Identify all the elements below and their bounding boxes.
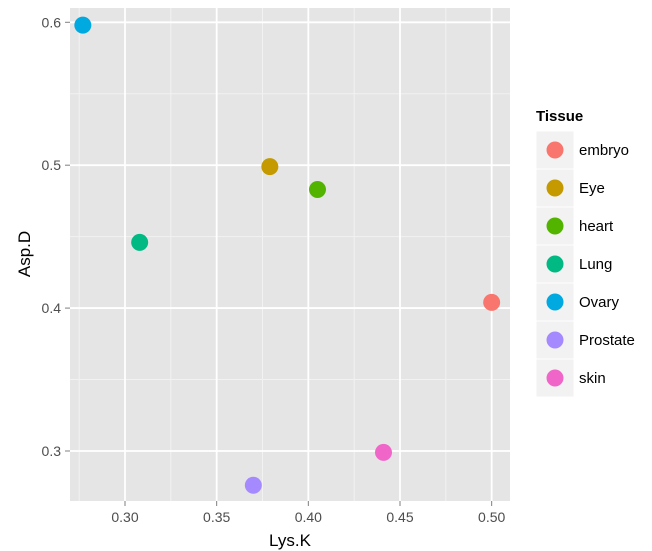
legend-item-ovary: Ovary [535,282,620,322]
y-axis-ticks: 0.3 0.4 0.5 0.6 [42,14,70,459]
legend-item-heart: heart [535,206,614,246]
x-tick-label: 0.50 [478,509,505,525]
data-point-eye [261,158,279,176]
legend-key-swatch [546,331,564,349]
x-axis-ticks: 0.30 0.35 0.40 0.45 0.50 [111,501,506,525]
y-tick-label: 0.5 [42,157,62,173]
data-points [74,16,501,494]
legend-key-swatch [546,255,564,273]
legend-key-swatch [546,293,564,311]
y-tick-label: 0.4 [42,300,62,316]
x-axis-title: Lys.K [269,531,312,550]
y-axis-title: Asp.D [15,231,34,277]
data-point-embryo [483,293,501,311]
data-point-skin [375,443,392,461]
data-point-lung [131,233,149,251]
data-point-heart [309,180,326,198]
legend-item-lung: Lung [535,244,612,284]
x-tick-label: 0.30 [111,509,138,525]
legend-label: heart [579,218,614,235]
plot-panel [70,8,510,501]
legend-label: Lung [579,256,612,273]
x-tick-label: 0.40 [295,509,322,525]
legend-label: Ovary [579,294,620,311]
data-point-prostate [244,476,262,494]
legend-key-swatch [546,141,564,159]
x-tick-label: 0.45 [386,509,413,525]
legend-item-prostate: Prostate [535,320,635,360]
legend-label: embryo [579,142,629,159]
legend-label: Eye [579,180,605,197]
legend-key-swatch [546,369,564,387]
legend-item-embryo: embryo [535,130,629,170]
x-tick-label: 0.35 [203,509,230,525]
legend-key-swatch [546,179,564,197]
y-tick-label: 0.6 [42,14,62,30]
legend-label: Prostate [579,332,635,349]
major-gridlines [70,8,510,501]
legend-item-skin: skin [535,358,606,398]
data-point-ovary [74,16,92,34]
legend-item-eye: Eye [535,168,605,208]
legend-key-swatch [546,217,564,235]
legend: Tissue embryo Eye heart Lung Ovary Prostate sk… [535,108,635,398]
y-tick-label: 0.3 [42,443,62,459]
legend-title: Tissue [536,108,583,125]
legend-label: skin [579,370,606,387]
